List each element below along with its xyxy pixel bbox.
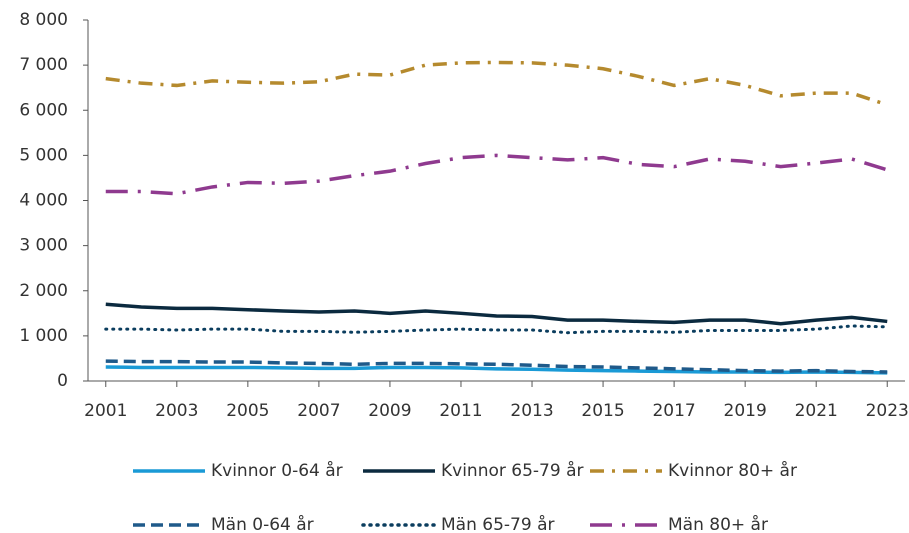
series-line [105, 302, 888, 326]
x-tick-label: 2011 [439, 401, 482, 421]
y-tick-label: 5 000 [19, 145, 68, 165]
x-tick-label: 2007 [297, 401, 340, 421]
legend-label: Kvinnor 65-79 år [441, 460, 583, 481]
y-tick-label: 4 000 [19, 191, 68, 211]
series-line [105, 359, 888, 374]
x-tick-label: 2003 [155, 401, 198, 421]
series-line [104, 324, 889, 335]
series-line [105, 60, 888, 107]
x-tick-label: 2019 [724, 401, 767, 421]
y-tick-label: 0 [57, 371, 68, 391]
legend-label: Män 80+ år [668, 514, 768, 533]
x-tick-label: 2017 [652, 401, 695, 421]
x-tick-label: 2015 [581, 401, 624, 421]
y-tick-label: 2 000 [19, 281, 68, 301]
y-tick-label: 7 000 [19, 55, 68, 75]
x-tick-label: 2021 [795, 401, 838, 421]
x-tick-label: 2001 [84, 401, 127, 421]
legend-label: Kvinnor 80+ år [668, 460, 797, 481]
y-tick-label: 8 000 [19, 10, 68, 30]
series-line [105, 365, 888, 375]
y-tick-label: 1 000 [19, 326, 68, 346]
series-line [105, 153, 888, 196]
legend-label: Kvinnor 0-64 år [211, 460, 343, 481]
x-tick-label: 2005 [226, 401, 269, 421]
legend-label: Män 0-64 år [211, 514, 314, 533]
x-tick-label: 2013 [510, 401, 553, 421]
x-tick-label: 2009 [368, 401, 411, 421]
y-tick-label: 3 000 [19, 236, 68, 256]
legend-label: Män 65-79 år [441, 514, 554, 533]
x-tick-label: 2023 [866, 401, 909, 421]
y-tick-label: 6 000 [19, 100, 68, 120]
